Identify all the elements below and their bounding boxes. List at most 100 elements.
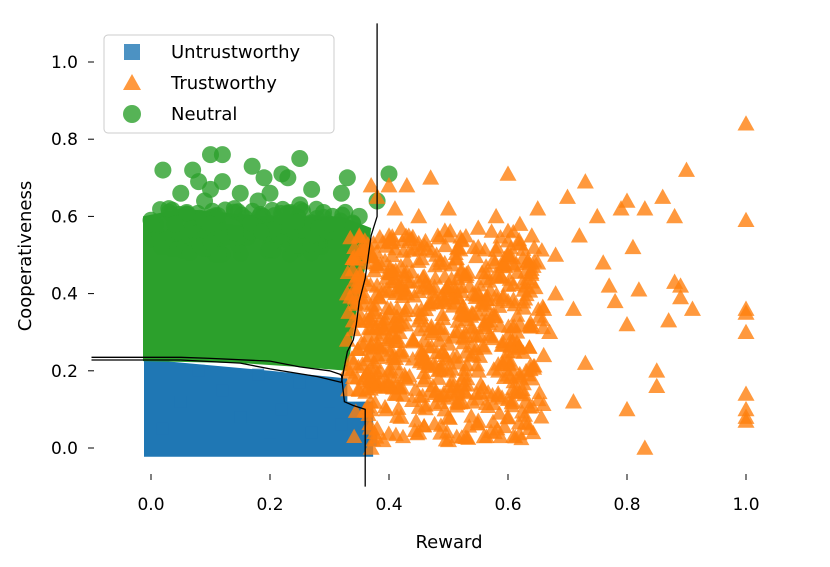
untrustworthy-point — [192, 364, 205, 377]
trustworthy-point — [517, 407, 534, 422]
untrustworthy-point — [323, 395, 336, 408]
trustworthy-point — [410, 207, 428, 224]
trustworthy-point — [564, 393, 582, 409]
y-tick-label: 0.0 — [51, 439, 78, 459]
trustworthy-point — [510, 415, 527, 430]
trustworthy-point — [451, 304, 469, 320]
neutral-point — [196, 192, 214, 210]
trustworthy-point — [469, 238, 487, 255]
trustworthy-point — [395, 428, 412, 444]
neutral-point — [261, 241, 278, 258]
trustworthy-point — [448, 394, 465, 409]
trustworthy-point — [432, 417, 449, 432]
trustworthy-point — [529, 254, 547, 270]
trustworthy-point — [411, 321, 428, 337]
trustworthy-point — [737, 412, 755, 428]
neutral-point — [273, 207, 291, 225]
trustworthy-point — [499, 222, 516, 238]
y-tick-label: 0.4 — [51, 285, 78, 305]
trustworthy-point — [471, 277, 488, 292]
trustworthy-point — [440, 227, 457, 243]
series-trustworthy — [338, 115, 755, 455]
neutral-point — [227, 225, 244, 242]
trustworthy-point — [440, 431, 457, 448]
untrustworthy-point — [174, 395, 187, 408]
neutral-point — [253, 223, 270, 240]
trustworthy-point — [422, 169, 440, 185]
trustworthy-point — [370, 349, 387, 364]
trustworthy-point — [648, 377, 666, 394]
trustworthy-point — [672, 288, 690, 305]
trustworthy-point — [383, 265, 400, 281]
trustworthy-point — [455, 328, 472, 344]
trustworthy-point — [588, 207, 606, 224]
x-tick-label: 0.4 — [375, 495, 402, 515]
untrustworthy-point — [335, 418, 348, 431]
neutral-point — [210, 246, 227, 263]
trustworthy-point — [475, 427, 493, 444]
trustworthy-point — [534, 311, 551, 327]
trustworthy-point — [398, 285, 416, 301]
trustworthy-point — [414, 269, 431, 284]
trustworthy-point — [392, 258, 410, 274]
trustworthy-point — [547, 285, 565, 301]
trustworthy-point — [440, 335, 457, 351]
legend-label-untrustworthy: Untrustworthy — [171, 42, 300, 63]
neutral-point — [243, 157, 261, 175]
trustworthy-point — [362, 439, 380, 455]
trustworthy-point — [361, 372, 378, 387]
trustworthy-point — [533, 409, 550, 424]
trustworthy-point — [535, 300, 553, 316]
trustworthy-point — [523, 370, 541, 386]
trustworthy-point — [525, 358, 542, 373]
trustworthy-point — [356, 254, 374, 270]
trustworthy-point — [503, 394, 520, 410]
trustworthy-point — [349, 341, 366, 357]
trustworthy-point — [469, 219, 487, 235]
trustworthy-point — [443, 372, 460, 388]
trustworthy-point — [457, 265, 475, 282]
trustworthy-point — [380, 362, 398, 378]
trustworthy-point — [374, 431, 392, 448]
neutral-point — [225, 200, 243, 218]
trustworthy-point — [485, 330, 502, 346]
trustworthy-point — [437, 237, 454, 253]
trustworthy-point — [454, 232, 471, 247]
trustworthy-point — [737, 211, 755, 228]
trustworthy-point — [430, 370, 447, 385]
trustworthy-point — [491, 405, 508, 420]
y-axis: 0.0 0.2 0.4 0.6 0.8 1.0 — [51, 53, 94, 459]
trustworthy-point — [737, 304, 755, 320]
trustworthy-point — [517, 393, 535, 409]
trustworthy-point — [368, 335, 386, 351]
y-tick-label: 0.8 — [51, 130, 78, 150]
decision-boundary-line — [340, 23, 378, 383]
trustworthy-point — [395, 347, 412, 363]
trustworthy-point — [559, 188, 576, 204]
trustworthy-point — [482, 282, 499, 297]
legend-marker-neutral — [123, 105, 141, 123]
trustworthy-point — [505, 343, 523, 359]
trustworthy-point — [505, 257, 522, 272]
trustworthy-point — [499, 408, 517, 424]
trustworthy-point — [499, 165, 517, 181]
trustworthy-point — [350, 227, 368, 243]
y-tick-label: 0.2 — [51, 362, 78, 382]
trustworthy-point — [386, 200, 404, 216]
trustworthy-point — [440, 362, 457, 378]
trustworthy-point — [386, 385, 404, 401]
trustworthy-point — [630, 281, 648, 297]
trustworthy-point — [509, 307, 526, 322]
trustworthy-point — [535, 396, 552, 412]
x-axis: 0.0 0.2 0.4 0.6 0.8 1.0 — [137, 474, 760, 515]
trustworthy-point — [612, 200, 630, 216]
trustworthy-point — [410, 312, 428, 328]
trustworthy-point — [380, 177, 398, 193]
trustworthy-point — [411, 388, 428, 404]
trustworthy-point — [362, 400, 380, 417]
trustworthy-point — [648, 362, 666, 378]
trustworthy-point — [362, 177, 380, 193]
untrustworthy-point — [293, 376, 306, 389]
neutral-point — [142, 211, 160, 229]
trustworthy-point — [523, 227, 541, 243]
